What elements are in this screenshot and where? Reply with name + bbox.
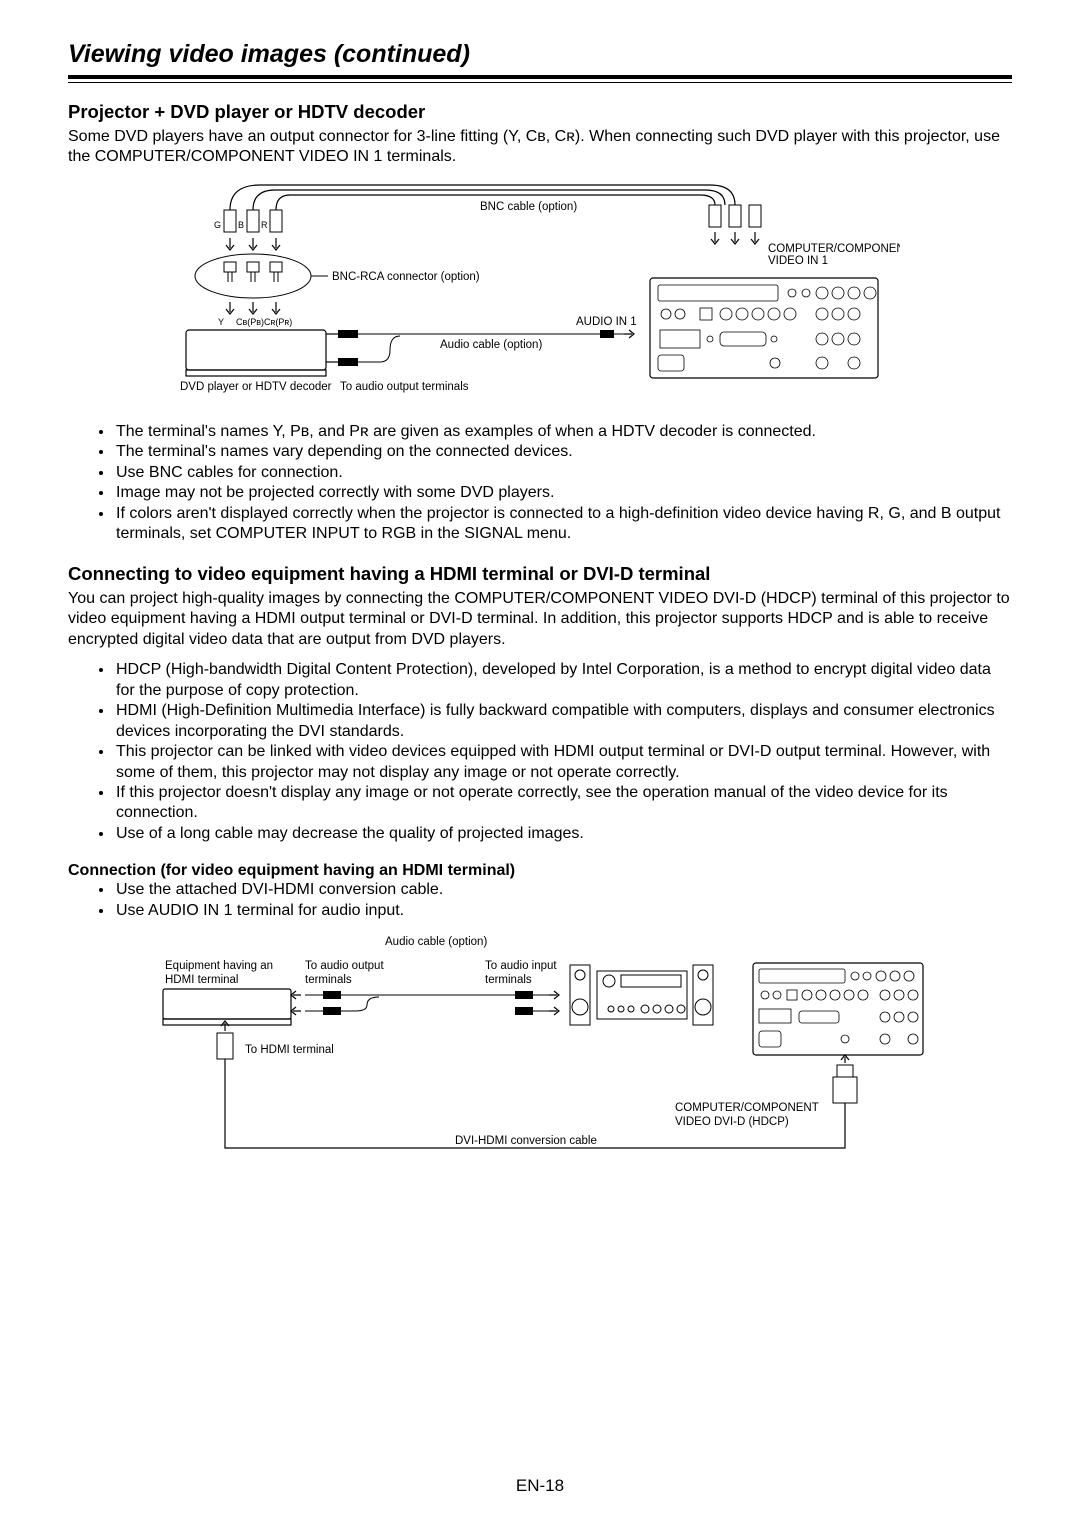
svg-text:To HDMI terminal: To HDMI terminal xyxy=(245,1044,334,1056)
section1-intro: Some DVD players have an output connecto… xyxy=(68,127,1012,168)
section2-subheading: Connection (for video equipment having a… xyxy=(68,862,1012,880)
dvd-player-label: DVD player or HDTV decoder xyxy=(180,381,332,393)
dvi-hdmi-cable-label: DVI-HDMI conversion cable xyxy=(455,1135,597,1147)
comp-in1-b: VIDEO IN 1 xyxy=(768,255,828,267)
list-item: Use the attached DVI-HDMI conversion cab… xyxy=(114,880,1012,900)
list-item: Use of a long cable may decrease the qua… xyxy=(114,824,1012,844)
to-audio-out-label: To audio output terminals xyxy=(340,381,469,393)
down-arrows-1 xyxy=(226,238,280,250)
svg-text:To audio input: To audio input xyxy=(485,960,557,972)
dvi-plug xyxy=(833,1065,857,1103)
section1-bullets: The terminal's names Y, Pʙ, and Pʀ are g… xyxy=(68,422,1012,545)
svg-text:G: G xyxy=(214,220,221,230)
diagram1-container: BNC cable (option) G B R BNC-RCA connect… xyxy=(68,180,1012,400)
bnc-plugs-right xyxy=(709,205,761,227)
section2-heading: Connecting to video equipment having a H… xyxy=(68,563,1012,585)
svg-text:Cʀ(Pʀ): Cʀ(Pʀ) xyxy=(264,317,292,327)
comp-in1-a: COMPUTER/COMPONENT xyxy=(768,243,900,255)
svg-text:COMPUTER/COMPONENT: COMPUTER/COMPONENT xyxy=(675,1102,819,1114)
svg-text:terminals: terminals xyxy=(485,974,532,986)
rca-connectors xyxy=(224,262,282,282)
bnc-plugs: G B R xyxy=(214,210,282,232)
diagram2-container: Audio cable (option) Equipment having an… xyxy=(68,933,1012,1168)
svg-text:HDMI terminal: HDMI terminal xyxy=(165,974,238,986)
list-item: The terminal's names Y, Pʙ, and Pʀ are g… xyxy=(114,422,1012,442)
list-item: If colors aren't displayed correctly whe… xyxy=(114,504,1012,545)
section2-intro: You can project high-quality images by c… xyxy=(68,589,1012,650)
svg-text:Y: Y xyxy=(218,317,224,327)
section2-sub-bullets: Use the attached DVI-HDMI conversion cab… xyxy=(68,880,1012,921)
list-item: Use AUDIO IN 1 terminal for audio input. xyxy=(114,901,1012,921)
list-item: HDCP (High-bandwidth Digital Content Pro… xyxy=(114,660,1012,701)
list-item: Image may not be projected correctly wit… xyxy=(114,483,1012,503)
hdmi-plug xyxy=(217,1033,233,1059)
bnc-cable-label: BNC cable (option) xyxy=(480,201,577,213)
svg-text:B: B xyxy=(238,220,244,230)
down-arrows-3 xyxy=(711,232,759,244)
svg-text:Cʙ(Pʙ): Cʙ(Pʙ) xyxy=(236,317,264,327)
section1-heading: Projector + DVD player or HDTV decoder xyxy=(68,101,1012,123)
list-item: This projector can be linked with video … xyxy=(114,742,1012,783)
svg-text:To audio output: To audio output xyxy=(305,960,384,972)
list-item: If this projector doesn't display any im… xyxy=(114,783,1012,824)
list-item: The terminal's names vary depending on t… xyxy=(114,442,1012,462)
audio-cable-label: Audio cable (option) xyxy=(440,339,542,351)
diagram2-svg: Audio cable (option) Equipment having an… xyxy=(145,933,935,1168)
amplifier-speakers xyxy=(570,965,713,1025)
list-item: HDMI (High-Definition Multimedia Interfa… xyxy=(114,701,1012,742)
down-arrows-2 xyxy=(226,302,280,314)
section2-bullets: HDCP (High-bandwidth Digital Content Pro… xyxy=(68,660,1012,844)
page-number: EN-18 xyxy=(0,1476,1080,1496)
audio-in1-label: AUDIO IN 1 xyxy=(576,316,637,328)
title-rule xyxy=(68,75,1012,83)
projector-panel-2 xyxy=(753,963,923,1055)
projector-panel xyxy=(650,278,878,378)
svg-text:terminals: terminals xyxy=(305,974,352,986)
audio-cable-label-2: Audio cable (option) xyxy=(385,936,487,948)
svg-text:VIDEO DVI-D (HDCP): VIDEO DVI-D (HDCP) xyxy=(675,1116,789,1128)
hdmi-equipment-box xyxy=(163,989,291,1025)
list-item: Use BNC cables for connection. xyxy=(114,463,1012,483)
diagram1-svg: BNC cable (option) G B R BNC-RCA connect… xyxy=(180,180,900,400)
svg-text:R: R xyxy=(261,220,268,230)
dvd-player-box xyxy=(186,330,358,376)
bnc-rca-label: BNC-RCA connector (option) xyxy=(332,271,480,283)
svg-text:Equipment having an: Equipment having an xyxy=(165,960,273,972)
page-title: Viewing video images (continued) xyxy=(68,40,1012,75)
